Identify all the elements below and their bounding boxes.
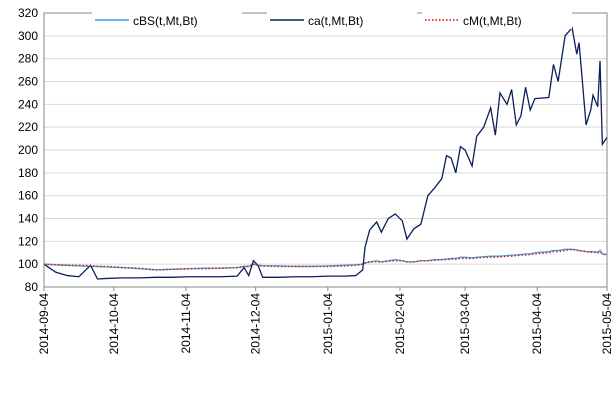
- x-tick-label: 2014-12-04: [249, 293, 263, 355]
- y-tick-label: 140: [18, 212, 38, 226]
- y-tick-label: 300: [18, 29, 38, 43]
- series-line: [43, 248, 607, 271]
- y-tick-label: 160: [18, 189, 38, 203]
- x-tick-label: 2015-02-04: [393, 293, 407, 355]
- x-tick-label: 2014-10-04: [107, 293, 121, 355]
- y-tick-label: 120: [18, 234, 38, 248]
- y-tick-label: 220: [18, 120, 38, 134]
- y-tick-label: 80: [25, 280, 39, 294]
- x-tick-label: 2015-03-04: [458, 293, 472, 355]
- y-tick-label: 280: [18, 52, 38, 66]
- legend-bg: [267, 11, 417, 29]
- y-tick-label: 180: [18, 166, 38, 180]
- x-tick-label: 2015-05-04: [600, 293, 613, 355]
- legend-label: cBS(t,Mt,Bt): [133, 14, 198, 28]
- legend-bg: [422, 11, 572, 29]
- series-line: [43, 248, 607, 271]
- x-tick-label: 2014-11-04: [179, 293, 193, 354]
- x-tick-label: 2015-04-04: [530, 293, 544, 355]
- legend-label: ca(t,Mt,Bt): [308, 14, 363, 28]
- y-tick-label: 320: [18, 6, 38, 20]
- legend-label: cM(t,Mt,Bt): [463, 14, 522, 28]
- series-line: [43, 26, 608, 280]
- x-tick-label: 2014-09-04: [37, 293, 51, 355]
- y-tick-label: 200: [18, 143, 38, 157]
- x-tick-label: 2015-01-04: [321, 293, 335, 355]
- y-tick-label: 240: [18, 97, 38, 111]
- y-tick-label: 260: [18, 75, 38, 89]
- y-tick-label: 100: [18, 257, 38, 271]
- legend-bg: [92, 11, 242, 29]
